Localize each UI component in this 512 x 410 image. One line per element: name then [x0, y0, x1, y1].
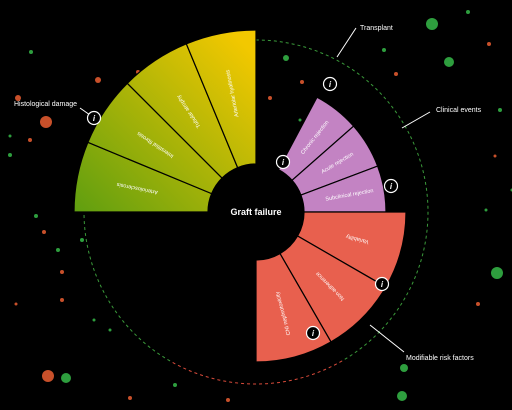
svg-text:i: i	[282, 158, 285, 167]
background-dot	[491, 267, 503, 279]
background-dot	[42, 370, 54, 382]
center-hub	[210, 166, 302, 258]
modifiable-risk-factors-label: Modifiable risk factors	[406, 355, 474, 362]
background-dot	[444, 57, 454, 67]
background-dot	[484, 208, 488, 212]
background-dot	[283, 55, 289, 61]
background-dot	[95, 77, 101, 83]
wedges	[73, 29, 407, 363]
info-icon[interactable]: i	[383, 178, 399, 194]
background-dot	[61, 373, 71, 383]
svg-text:i: i	[329, 80, 332, 89]
info-icon[interactable]: i	[275, 154, 291, 170]
background-dot	[300, 80, 304, 84]
background-dot	[426, 18, 438, 30]
svg-text:i: i	[93, 114, 96, 123]
background-dot	[108, 328, 112, 332]
background-dot	[226, 398, 230, 402]
background-dot	[42, 230, 46, 234]
info-icon[interactable]: i	[322, 76, 338, 92]
background-dots	[8, 10, 512, 402]
background-dot	[29, 50, 33, 54]
background-dot	[298, 118, 302, 122]
background-dot	[34, 214, 38, 218]
svg-text:i: i	[390, 182, 393, 191]
background-dot	[493, 154, 497, 158]
background-dot	[15, 95, 21, 101]
background-dot	[397, 391, 407, 401]
background-dot	[382, 48, 386, 52]
callouts: Transplant Histological damage Clinical …	[14, 25, 482, 362]
center-label: Graft failure	[230, 207, 281, 217]
background-dot	[28, 138, 32, 142]
background-dot	[80, 238, 84, 242]
background-dot	[14, 302, 18, 306]
modifiable-arc	[169, 360, 343, 385]
histological-segment[interactable]	[185, 29, 257, 169]
background-dot	[498, 108, 502, 112]
transplant-leader	[336, 27, 357, 58]
background-dot	[394, 72, 398, 76]
background-dot	[60, 270, 64, 274]
background-dot	[56, 248, 60, 252]
info-icon[interactable]: i	[305, 325, 321, 341]
background-dot	[466, 10, 470, 14]
transplant-label: Transplant	[360, 25, 393, 32]
background-dot	[60, 298, 64, 302]
background-dot	[8, 153, 12, 157]
background-dot	[268, 96, 272, 100]
clinical-events-label: Clinical events	[436, 107, 482, 114]
info-icon[interactable]: i	[86, 110, 102, 126]
clinical-leader	[401, 111, 431, 129]
histological-damage-label: Histological damage	[14, 101, 77, 108]
background-dot	[400, 364, 408, 372]
background-dot	[173, 383, 177, 387]
info-icons: i i i i i i	[86, 76, 399, 341]
background-dot	[487, 42, 491, 46]
info-icon[interactable]: i	[374, 276, 390, 292]
modifiable-leader	[369, 324, 405, 353]
background-dot	[128, 396, 132, 400]
background-dot	[476, 302, 480, 306]
background-dot	[92, 318, 96, 322]
svg-text:i: i	[312, 329, 315, 338]
background-dot	[8, 134, 12, 138]
modifiable-segment-label: Variability	[345, 233, 369, 245]
svg-text:i: i	[381, 280, 384, 289]
background-dot	[40, 116, 52, 128]
